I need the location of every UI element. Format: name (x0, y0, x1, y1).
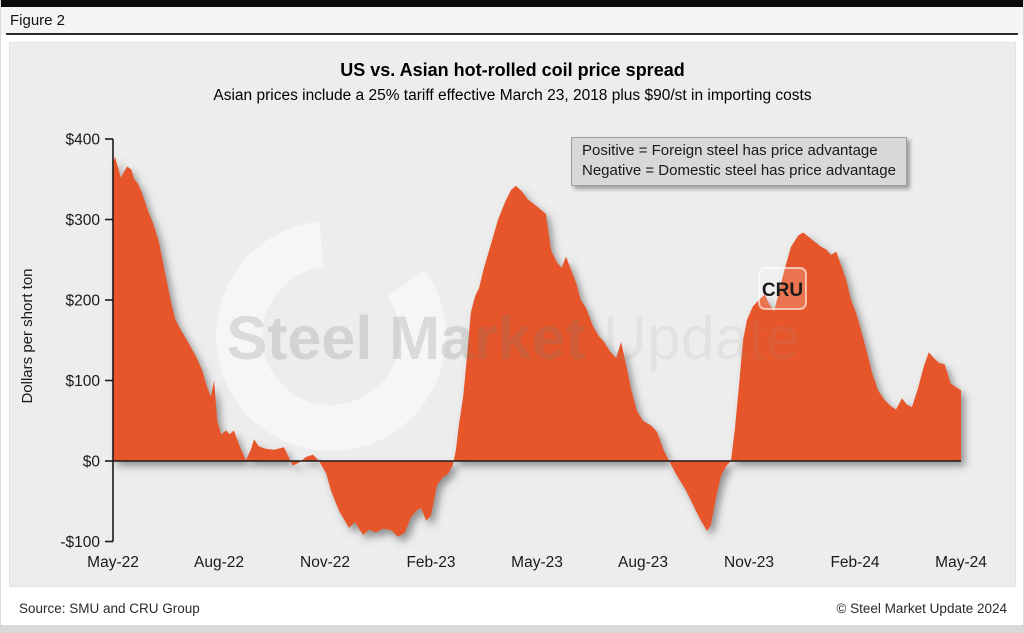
chart-subtitle: Asian prices include a 25% tariff effect… (213, 87, 812, 104)
x-tick-label: Aug-23 (618, 554, 668, 571)
cru-badge-watermark (758, 267, 807, 310)
y-tick-label: $300 (66, 212, 101, 229)
x-tick-label: Nov-23 (724, 554, 774, 571)
x-tick-label: Nov-22 (300, 554, 350, 571)
footer: Source: SMU and CRU Group © Steel Market… (1, 587, 1023, 625)
x-tick-label: Feb-24 (830, 554, 879, 571)
x-tick-label: Aug-22 (194, 554, 244, 571)
y-axis-title: Dollars per short ton (19, 268, 36, 403)
x-tick-label: May-23 (511, 554, 563, 571)
figure-label: Figure 2 (10, 12, 66, 29)
price-spread-area-series (113, 156, 961, 537)
copyright-note: © Steel Market Update 2024 (836, 601, 1007, 616)
x-tick-label: May-24 (935, 554, 987, 571)
price-spread-chart: $400 $300 $200 $100 $0 -$100 May-22 Aug-22 Nov-2… (19, 132, 987, 572)
cru-badge-text: CRU (762, 280, 803, 301)
legend-box: Positive = Foreign steel has price advan… (571, 137, 907, 186)
x-tick-label: May-22 (87, 554, 139, 571)
y-tick-label: -$100 (60, 534, 100, 551)
y-tick-label: $200 (66, 293, 101, 310)
figure-header: Figure 2 (1, 7, 1023, 35)
source-note: Source: SMU and CRU Group (19, 601, 200, 616)
steel-market-update-watermark: Steel Market Update (226, 304, 799, 372)
x-tick-label: Feb-23 (406, 554, 455, 571)
header-rule (6, 33, 1018, 35)
y-tick-label: $0 (83, 454, 101, 471)
top-black-bar (1, 0, 1023, 7)
legend-line-negative: Negative = Domestic steel has price adva… (582, 162, 896, 179)
y-tick-label: $400 (66, 132, 101, 149)
y-tick-label: $100 (66, 373, 101, 390)
legend-line-positive: Positive = Foreign steel has price advan… (582, 142, 878, 159)
bottom-gray-bar (1, 625, 1023, 633)
chart-title: US vs. Asian hot-rolled coil price sprea… (340, 60, 685, 80)
smu-swoosh-logo-watermark (216, 221, 446, 451)
chart-panel: $400 $300 $200 $100 $0 -$100 May-22 Aug-22 Nov-2… (9, 42, 1016, 587)
